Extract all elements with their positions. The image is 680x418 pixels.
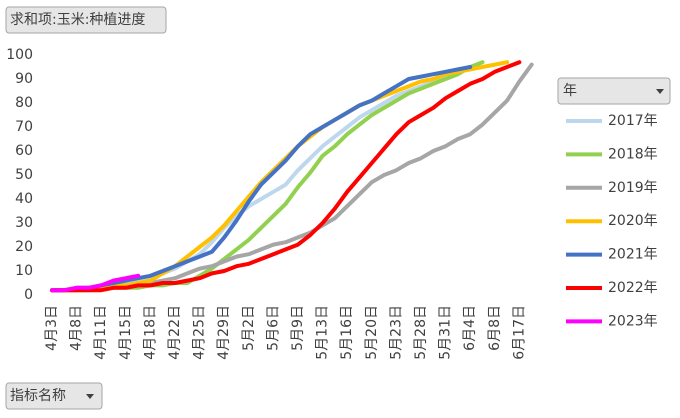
y-tick-label: 90 (15, 71, 33, 87)
legend-label: 2017年 (608, 113, 658, 129)
dropdown-arrow[interactable] (656, 89, 664, 94)
x-tick-label: 5月20日 (364, 305, 380, 360)
x-tick-label: 6月17日 (511, 305, 527, 360)
y-tick-label: 70 (15, 119, 33, 135)
x-tick-label: 5月28日 (413, 305, 429, 360)
title-button-box[interactable] (5, 6, 167, 34)
legend-label: 2022年 (608, 280, 658, 296)
x-tick-label: 4月22日 (167, 305, 183, 360)
field-button-label[interactable]: 指标名称 (10, 388, 66, 404)
x-tick-label: 5月2日 (241, 305, 257, 351)
x-tick-label: 4月8日 (69, 305, 85, 351)
legend-label: 2023年 (608, 313, 658, 329)
x-tick-label: 5月16日 (339, 305, 355, 360)
field-button-box[interactable] (5, 382, 103, 410)
x-tick-label: 5月6日 (265, 305, 281, 351)
x-tick-label: 5月9日 (290, 305, 306, 351)
y-tick-label: 30 (15, 215, 33, 231)
x-tick-label: 4月29日 (216, 305, 232, 360)
x-tick-label: 4月11日 (93, 305, 109, 360)
x-tick-label: 5月31日 (438, 305, 454, 360)
x-tick-label: 4月15日 (118, 305, 134, 360)
y-tick-label: 80 (15, 95, 33, 111)
y-tick-label: 60 (15, 143, 33, 159)
title-button[interactable]: 求和项:玉米:种植进度 (5, 6, 167, 34)
y-tick-label: 20 (15, 239, 33, 255)
x-tick-label: 4月3日 (44, 305, 60, 351)
x-tick-label: 5月13日 (315, 305, 331, 360)
legend-title[interactable]: 年 (563, 83, 577, 99)
y-tick-label: 100 (6, 47, 33, 63)
dropdown-arrow[interactable] (86, 394, 94, 399)
legend-label: 2021年 (608, 247, 658, 263)
x-tick-label: 6月8日 (487, 305, 503, 351)
chart-title[interactable]: 求和项:玉米:种植进度 (10, 12, 145, 28)
y-tick-label: 0 (24, 287, 33, 303)
legend-label: 2019年 (608, 180, 658, 196)
y-tick-label: 10 (15, 263, 33, 279)
legend-filter[interactable]: 年 (557, 77, 671, 105)
series-line (50, 65, 473, 293)
series-line (50, 273, 141, 293)
x-tick-label: 5月23日 (388, 305, 404, 360)
series-line (50, 60, 522, 293)
y-tick-label: 50 (15, 167, 33, 183)
x-tick-label: 6月4日 (462, 305, 478, 351)
legend-label: 2018年 (608, 146, 658, 162)
legend-filter-box[interactable] (557, 77, 671, 105)
x-tick-label: 4月25日 (192, 305, 208, 360)
field-button[interactable]: 指标名称 (5, 382, 103, 410)
y-tick-label: 40 (15, 191, 33, 207)
legend-label: 2020年 (608, 213, 658, 229)
x-tick-label: 4月18日 (142, 305, 158, 360)
